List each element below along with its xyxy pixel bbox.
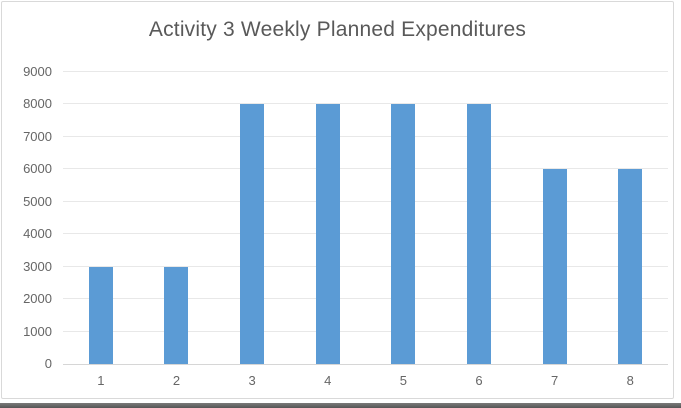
y-axis-tick-label: 4000	[23, 226, 52, 242]
chart-title: Activity 3 Weekly Planned Expenditures	[148, 18, 527, 41]
bar-cell-week-1	[63, 72, 139, 364]
gridline	[63, 298, 668, 300]
bar-week-7	[542, 169, 567, 364]
gridline	[63, 265, 668, 267]
x-axis-tick-label: 5	[399, 373, 407, 388]
gridline	[63, 233, 668, 235]
y-axis-tick-label: 8000	[23, 96, 52, 112]
bar-week-3	[240, 104, 265, 364]
x-axis-tick-label: 8	[626, 373, 634, 388]
bar-cell-week-4	[290, 72, 366, 364]
bar-cell-week-7	[517, 72, 593, 364]
gridline	[63, 330, 668, 332]
bar-cell-week-3	[214, 72, 290, 364]
gridline	[63, 168, 668, 170]
gridline	[63, 200, 668, 202]
bar-cell-week-6	[441, 72, 517, 364]
x-axis-tick-label: 1	[97, 373, 105, 388]
x-axis-tick-label: 4	[324, 373, 332, 388]
bar-week-8	[618, 169, 643, 364]
gridline	[63, 135, 668, 137]
y-axis-tick-label: 3000	[23, 258, 52, 274]
chart-container: Activity 3 Weekly Planned Expenditures 0…	[1, 1, 674, 399]
bar-cell-week-8	[592, 72, 668, 364]
x-axis-tick-label: 3	[248, 373, 256, 388]
bar-series	[63, 72, 668, 364]
gridline	[63, 103, 668, 105]
screenshot-bottom-edge	[0, 403, 681, 408]
plot-area	[63, 71, 668, 365]
bar-cell-week-2	[139, 72, 215, 364]
y-axis-tick-label: 7000	[23, 128, 52, 144]
bar-week-1	[88, 266, 113, 364]
y-axis-tick-label: 6000	[23, 161, 52, 177]
bar-week-2	[164, 266, 189, 364]
y-axis-tick-label: 5000	[23, 193, 52, 209]
x-axis-tick-label: 7	[550, 373, 559, 388]
gridline	[63, 71, 668, 72]
x-axis-tick-label: 6	[475, 373, 483, 388]
y-axis-tick-label: 9000	[23, 64, 52, 79]
bar-cell-week-5	[366, 72, 442, 364]
x-axis-tick-label: 2	[172, 373, 181, 388]
x-axis: 1 2 3 4 5 6 7 8	[63, 373, 668, 391]
bar-week-4	[315, 104, 340, 364]
y-axis-tick-label: 1000	[23, 323, 52, 339]
y-axis: 0 1000 2000 3000 4000 5000 6000 7000 8000 9000	[10, 65, 52, 371]
y-axis-tick-label: 0	[44, 356, 52, 371]
y-axis-tick-label: 2000	[23, 291, 52, 307]
bar-week-5	[391, 104, 416, 364]
bar-week-6	[466, 104, 491, 364]
x-axis-line	[63, 364, 668, 365]
